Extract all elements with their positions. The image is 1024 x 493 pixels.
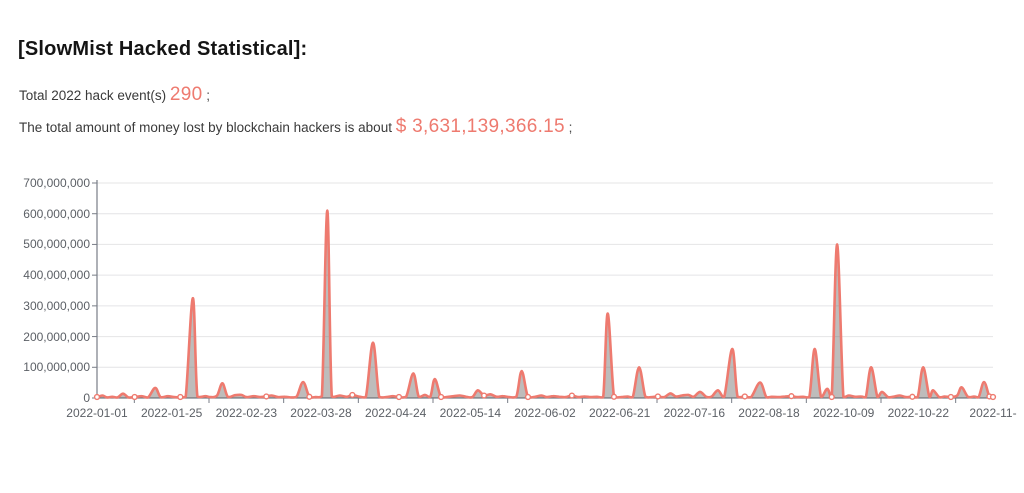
total-events-text: Total 2022 hack event(s) (19, 88, 167, 103)
x-axis-tick-label: 2022-01-25 (140, 406, 203, 420)
x-axis-tick-label: 2022-05-14 (439, 406, 502, 420)
total-amount-line: The total amount of money lost by blockc… (19, 116, 572, 138)
y-axis-tick-label: 500,000,000 (23, 237, 90, 252)
point-marker (306, 393, 313, 400)
point-marker (947, 393, 954, 401)
point-marker (610, 393, 618, 400)
total-events-line: Total 2022 hack event(s) 290 ; (19, 84, 210, 106)
total-amount-value: $ 3,631,139,366.15 (395, 116, 565, 137)
point-marker (177, 393, 184, 401)
y-axis-tick-label: 700,000,000 (23, 176, 90, 190)
y-axis-tick-label: 300,000,000 (23, 298, 90, 313)
x-axis-tick-label: 2022-07-16 (663, 406, 726, 420)
x-axis-tick-label: 2022-10-09 (812, 406, 875, 420)
point-marker (437, 393, 445, 401)
point-marker (524, 393, 532, 401)
total-amount-suffix: ; (568, 120, 573, 135)
x-axis-tick-label: 2022-06-21 (588, 406, 651, 420)
y-axis-tick-label: 0 (83, 391, 90, 405)
point-marker (93, 393, 101, 401)
x-axis-tick-label: 2022-04-24 (364, 406, 427, 420)
x-axis-tick-label: 2022-06-02 (514, 406, 576, 420)
point-marker (395, 393, 403, 401)
x-axis-tick-label: 2022-02-23 (215, 406, 278, 420)
point-marker (263, 393, 270, 400)
hacked-events-line-chart: 700,000,000 600,000,000 500,000,000 400,000… (0, 170, 1024, 450)
total-events-count: 290 (169, 84, 203, 105)
x-axis-tick-label: 2022-01-01 (66, 406, 128, 420)
y-axis-tick-label: 400,000,000 (23, 268, 90, 283)
point-marker (741, 393, 748, 400)
point-marker (828, 393, 835, 401)
y-axis-tick-label: 200,000,000 (23, 329, 90, 344)
point-marker (788, 393, 795, 400)
point-marker (989, 393, 997, 401)
x-axis-tick-label: 2022-11- (969, 406, 1017, 420)
series-line (95, 209, 995, 399)
page-title: [SlowMist Hacked Statistical]: (18, 38, 308, 60)
x-axis-tick-label: 2022-10-22 (887, 406, 950, 420)
x-axis-tick-label: 2022-03-28 (290, 406, 352, 420)
total-events-suffix: ; (206, 88, 210, 103)
series-area (97, 210, 993, 398)
x-axis-tick-label: 2022-08-18 (738, 406, 800, 420)
y-axis-tick-label: 100,000,000 (23, 360, 90, 375)
point-marker (480, 392, 488, 399)
point-marker (349, 391, 356, 399)
y-axis-tick-label: 600,000,000 (23, 206, 90, 221)
total-amount-text: The total amount of money lost by blockc… (19, 120, 392, 135)
point-marker (909, 393, 916, 400)
point-marker (131, 393, 138, 401)
point-marker (568, 392, 575, 399)
chart-canvas (92, 180, 997, 403)
point-marker (654, 393, 661, 400)
